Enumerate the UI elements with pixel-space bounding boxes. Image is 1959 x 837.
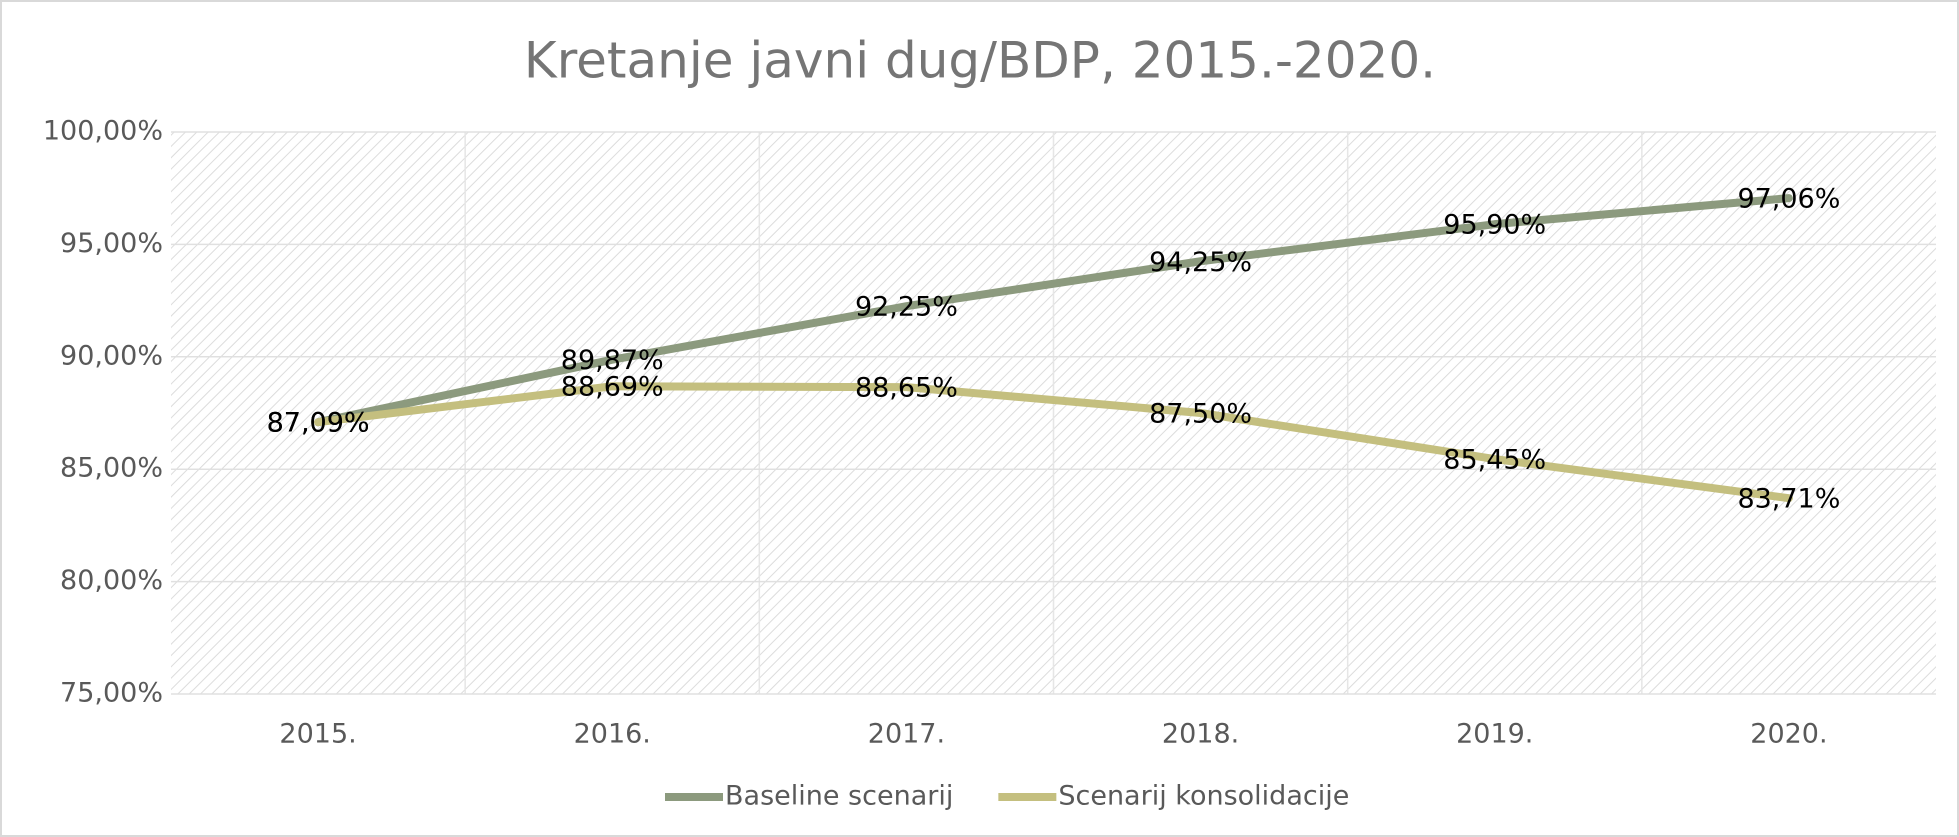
data-label: 88,65% bbox=[855, 373, 958, 404]
y-tick-label: 90,00% bbox=[60, 340, 163, 371]
y-tick-label: 85,00% bbox=[60, 453, 163, 484]
y-tick-label: 80,00% bbox=[60, 565, 163, 596]
legend-label: Baseline scenarij bbox=[725, 781, 953, 812]
data-label: 94,25% bbox=[1149, 247, 1252, 278]
data-label: 92,25% bbox=[855, 292, 958, 323]
x-tick-label: 2018. bbox=[1162, 719, 1239, 750]
data-label: 87,09% bbox=[267, 408, 370, 439]
data-label: 95,90% bbox=[1443, 210, 1546, 241]
y-tick-label: 100,00% bbox=[43, 116, 163, 147]
x-tick-label: 2019. bbox=[1456, 719, 1533, 750]
series-line bbox=[314, 194, 1793, 427]
data-label: 87,50% bbox=[1149, 399, 1252, 430]
x-tick-label: 2015. bbox=[279, 719, 356, 750]
data-label: 83,71% bbox=[1737, 484, 1840, 515]
x-tick-label: 2016. bbox=[574, 719, 651, 750]
y-tick-label: 95,00% bbox=[60, 228, 163, 259]
data-label: 85,45% bbox=[1443, 445, 1546, 476]
data-label: 88,69% bbox=[561, 372, 664, 403]
data-label: 97,06% bbox=[1737, 184, 1840, 215]
x-tick-label: 2017. bbox=[868, 719, 945, 750]
data-label: 89,87% bbox=[561, 345, 664, 376]
legend-label: Scenarij konsolidacije bbox=[1058, 781, 1349, 812]
y-tick-label: 75,00% bbox=[60, 678, 163, 709]
data-label: 87,09% bbox=[267, 408, 370, 439]
series-line bbox=[314, 382, 1793, 503]
x-tick-label: 2020. bbox=[1750, 719, 1827, 750]
chart-title: Kretanje javni dug/BDP, 2015.-2020. bbox=[524, 32, 1436, 90]
